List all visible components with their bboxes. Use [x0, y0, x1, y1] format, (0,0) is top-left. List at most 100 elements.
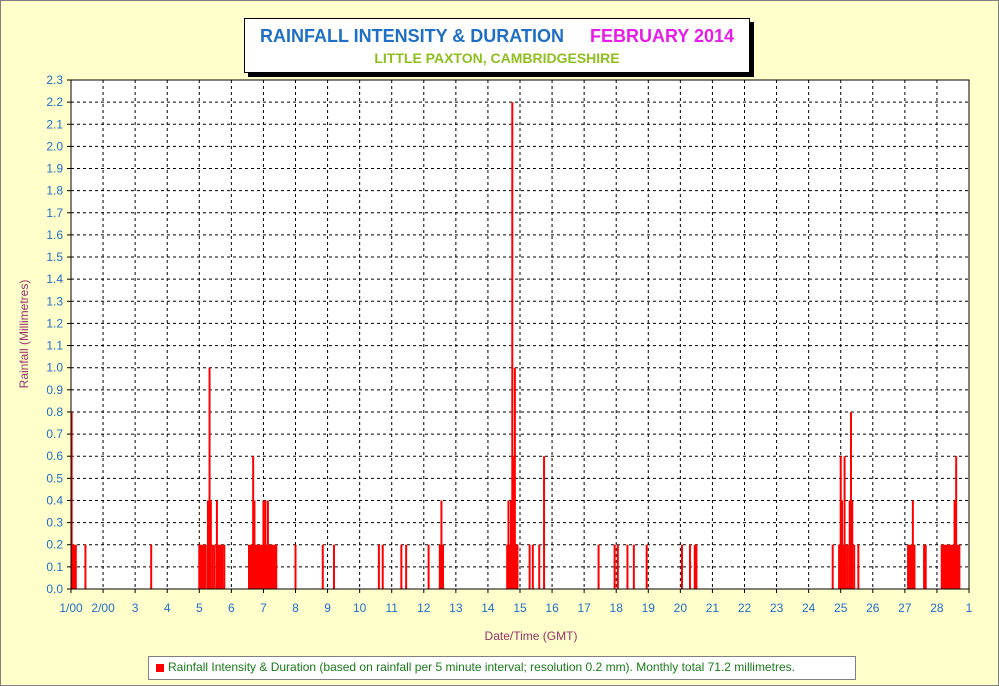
rainfall-bar: [516, 544, 519, 589]
legend: Rainfall Intensity & Duration (based on …: [148, 656, 856, 680]
rainfall-bar: [645, 544, 648, 589]
rainfall-bar: [511, 102, 514, 589]
rainfall-bar: [948, 544, 951, 589]
rainfall-bar: [508, 544, 511, 589]
rainfall-bar: [208, 367, 211, 589]
x-tick-label: 9: [324, 601, 331, 615]
rainfall-bar: [275, 544, 278, 589]
rainfall-bar: [851, 500, 854, 589]
rainfall-bar: [259, 544, 262, 589]
x-tick-label: 1/00: [59, 601, 83, 615]
y-tick-label: 0.9: [46, 383, 63, 397]
rainfall-bar: [400, 544, 403, 589]
chart-title: RAINFALL INTENSITY & DURATION: [259, 26, 564, 46]
rainfall-bar: [272, 544, 275, 589]
rainfall-bar: [71, 544, 74, 589]
x-tick-label: 10: [353, 601, 367, 615]
y-tick-label: 0.7: [46, 427, 63, 441]
x-tick-label: 4: [164, 601, 171, 615]
rainfall-bar: [440, 500, 443, 589]
rainfall-bar: [377, 544, 380, 589]
y-tick-label: 1.9: [46, 162, 63, 176]
x-tick-label: 13: [449, 601, 463, 615]
rainfall-bar: [910, 544, 913, 589]
rainfall-bar: [321, 544, 324, 589]
y-tick-label: 1.5: [46, 250, 63, 264]
y-tick-label: 2.0: [46, 139, 63, 153]
x-axis-ticks: 1/00 2/00 3 4 5 6 7 8 9 10 11 12 13 14 15 16 17 18 19 20 21 2…: [59, 589, 973, 615]
rainfall-bar: [956, 544, 959, 589]
y-tick-label: 0.1: [46, 560, 63, 574]
rainfall-bar: [947, 544, 950, 589]
rainfall-bar: [908, 544, 911, 589]
rainfall-bar: [844, 544, 847, 589]
rainfall-bar: [74, 544, 77, 589]
rainfall-bar: [506, 544, 509, 589]
title-box: RAINFALL INTENSITY & DURATION FEBRUARY 20…: [244, 18, 750, 73]
y-tick-label: 2.2: [46, 95, 63, 109]
y-tick-label: 1.8: [46, 184, 63, 198]
rainfall-bar: [857, 544, 860, 589]
rainfall-bar: [613, 544, 616, 589]
legend-text: Rainfall Intensity & Duration (based on …: [168, 660, 795, 674]
rainfall-bar: [907, 544, 910, 589]
y-tick-label: 0.6: [46, 449, 63, 463]
y-tick-label: 1.6: [46, 228, 63, 242]
rainfall-bar: [254, 544, 257, 589]
rainfall-bar: [273, 544, 276, 589]
rainfall-bar: [940, 544, 943, 589]
x-tick-label: 2/00: [91, 601, 115, 615]
rainfall-bar: [831, 544, 834, 589]
rainfall-bar: [219, 544, 222, 589]
rainfall-bar: [198, 544, 201, 589]
y-tick-label: 1.3: [46, 294, 63, 308]
rainfall-bar: [265, 544, 268, 589]
x-tick-label: 5: [196, 601, 203, 615]
rainfall-bar: [846, 544, 849, 589]
x-tick-label: 24: [802, 601, 816, 615]
rainfall-bar: [510, 500, 513, 589]
y-tick-label: 1.1: [46, 339, 63, 353]
rainfall-bar: [252, 456, 255, 589]
rainfall-bar: [853, 544, 856, 589]
x-tick-label: 8: [292, 601, 299, 615]
rainfall-bar: [264, 500, 267, 589]
y-tick-label: 1.0: [46, 361, 63, 375]
x-tick-label: 28: [930, 601, 944, 615]
rainfall-bar: [843, 456, 846, 589]
x-tick-label: 23: [770, 601, 784, 615]
rainfall-bar: [217, 544, 220, 589]
y-tick-label: 0.5: [46, 471, 63, 485]
rainfall-bar: [943, 544, 946, 589]
rainfall-bar: [839, 456, 842, 589]
rainfall-bar: [955, 456, 958, 589]
x-tick-label: 15: [513, 601, 527, 615]
rainfall-bar: [442, 544, 445, 589]
y-tick-label: 1.4: [46, 272, 63, 286]
rainfall-bar: [945, 544, 948, 589]
rainfall-bar: [942, 544, 945, 589]
rainfall-bar: [206, 500, 209, 589]
rainfall-bar: [247, 544, 250, 589]
rainfall-bar: [257, 544, 260, 589]
x-tick-label: 14: [481, 601, 495, 615]
x-tick-label: 22: [738, 601, 752, 615]
rainfall-bar: [840, 500, 843, 589]
rainfall-bar: [695, 544, 698, 589]
y-axis-label: Rainfall (Millimetres): [17, 280, 31, 389]
x-tick-label: 6: [228, 601, 235, 615]
x-tick-label: 11: [385, 601, 398, 615]
y-tick-label: 2.3: [46, 73, 63, 87]
rainfall-bar: [538, 544, 541, 589]
y-tick-label: 0.2: [46, 538, 63, 552]
grid-lines: [71, 80, 969, 589]
x-tick-label: 26: [866, 601, 880, 615]
rainfall-bar: [203, 544, 206, 589]
rainfall-bar: [223, 544, 226, 589]
x-tick-label: 19: [642, 601, 656, 615]
rainfall-bar: [913, 544, 916, 589]
rainfall-bar: [543, 456, 546, 589]
rainfall-bar: [427, 544, 430, 589]
rainfall-bar: [256, 544, 259, 589]
x-tick-label: 27: [898, 601, 912, 615]
